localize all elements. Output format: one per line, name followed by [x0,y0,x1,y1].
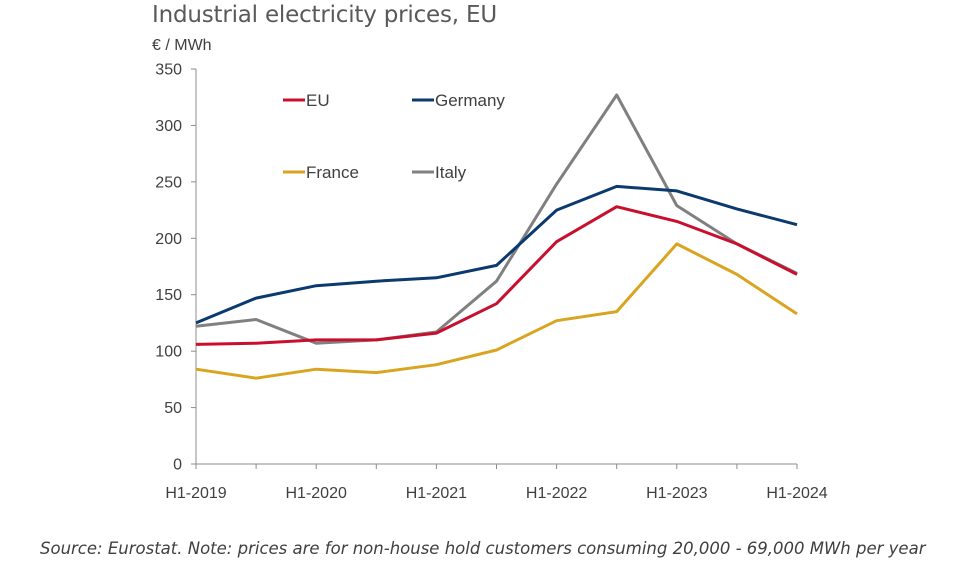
legend-item-germany: Germany [412,91,505,110]
y-axis-unit-label: € / MWh [152,37,212,54]
legend-label: Germany [435,91,505,110]
series-line-italy [195,93,798,345]
legend-item-italy: Italy [412,163,467,182]
x-tick-label: H1-2021 [406,485,467,502]
y-tick-label: 300 [155,118,182,135]
series-line-eu [195,205,798,346]
tick-labels: 0 50 100 150 200 250 300 350 H1-2019 H1-2020 H1-20… [155,62,827,503]
axes [191,68,798,469]
chart-title: Industrial electricity prices, EU [152,2,497,28]
y-tick-label: 200 [155,231,182,248]
y-tick-label: 250 [155,174,182,191]
series-line-germany [195,184,798,325]
legend-label: France [306,163,359,182]
x-tick-label: H1-2019 [165,485,226,502]
y-tick-label: 350 [155,62,182,79]
y-tick-label: 100 [155,344,182,361]
y-tick-label: 0 [173,457,182,474]
x-tick-label: H1-2023 [646,485,707,502]
legend-item-eu: EU [283,91,330,110]
y-tick-label: 150 [155,287,182,304]
legend: EU Germany France Italy [283,91,505,182]
x-tick-label: H1-2020 [286,485,347,502]
legend-label: EU [306,91,330,110]
series-line-france [195,242,798,380]
x-tick-label: H1-2022 [526,485,587,502]
legend-item-france: France [283,163,359,182]
series-lines [195,93,798,380]
legend-label: Italy [435,163,467,182]
source-note: Source: Eurostat. Note: prices are for n… [40,539,926,558]
y-tick-label: 50 [164,400,182,417]
x-tick-label: H1-2024 [766,485,827,502]
